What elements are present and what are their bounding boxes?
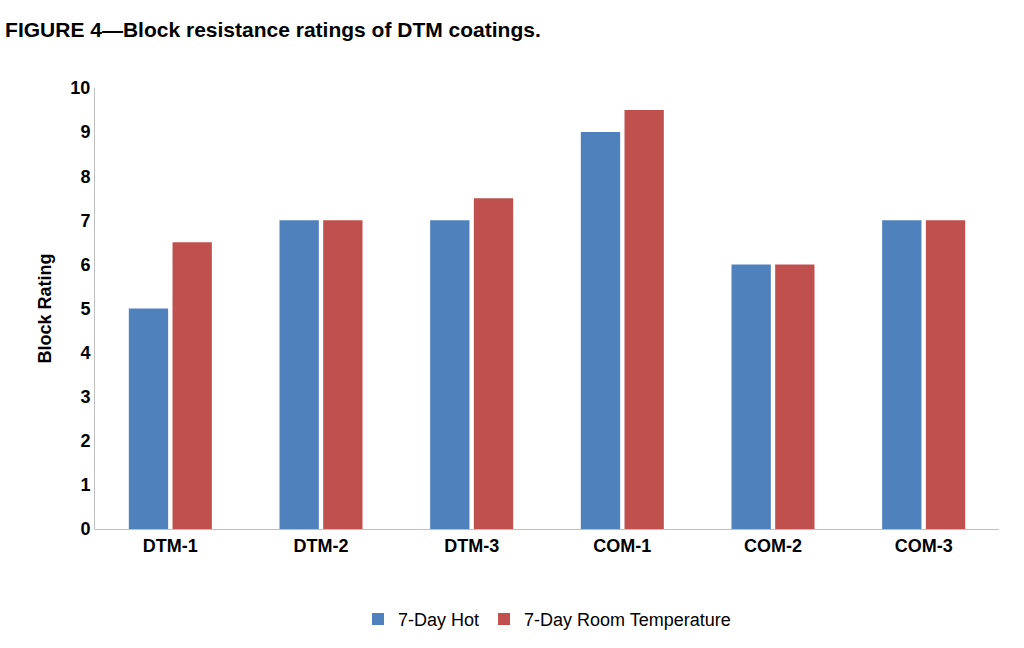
svg-text:Block Rating: Block Rating	[35, 253, 55, 363]
svg-text:3: 3	[80, 387, 90, 407]
svg-text:FIGURE 4—Block resistance rati: FIGURE 4—Block resistance ratings of DTM…	[5, 18, 541, 41]
svg-text:COM-1: COM-1	[593, 536, 651, 556]
svg-text:1: 1	[80, 475, 90, 495]
svg-text:7: 7	[80, 211, 90, 231]
svg-text:DTM-3: DTM-3	[444, 536, 499, 556]
svg-text:9: 9	[80, 122, 90, 142]
svg-text:7-Day Hot: 7-Day Hot	[398, 610, 479, 630]
svg-text:DTM-2: DTM-2	[294, 536, 349, 556]
svg-text:COM-2: COM-2	[744, 536, 802, 556]
svg-text:0: 0	[80, 519, 90, 539]
svg-text:5: 5	[80, 299, 90, 319]
svg-text:DTM-1: DTM-1	[143, 536, 198, 556]
svg-text:COM-3: COM-3	[895, 536, 953, 556]
svg-text:7-Day Room Temperature: 7-Day Room Temperature	[524, 610, 731, 630]
svg-text:10: 10	[70, 78, 90, 98]
svg-text:6: 6	[80, 255, 90, 275]
svg-text:8: 8	[80, 167, 90, 187]
svg-text:4: 4	[80, 343, 90, 363]
svg-text:2: 2	[80, 431, 90, 451]
